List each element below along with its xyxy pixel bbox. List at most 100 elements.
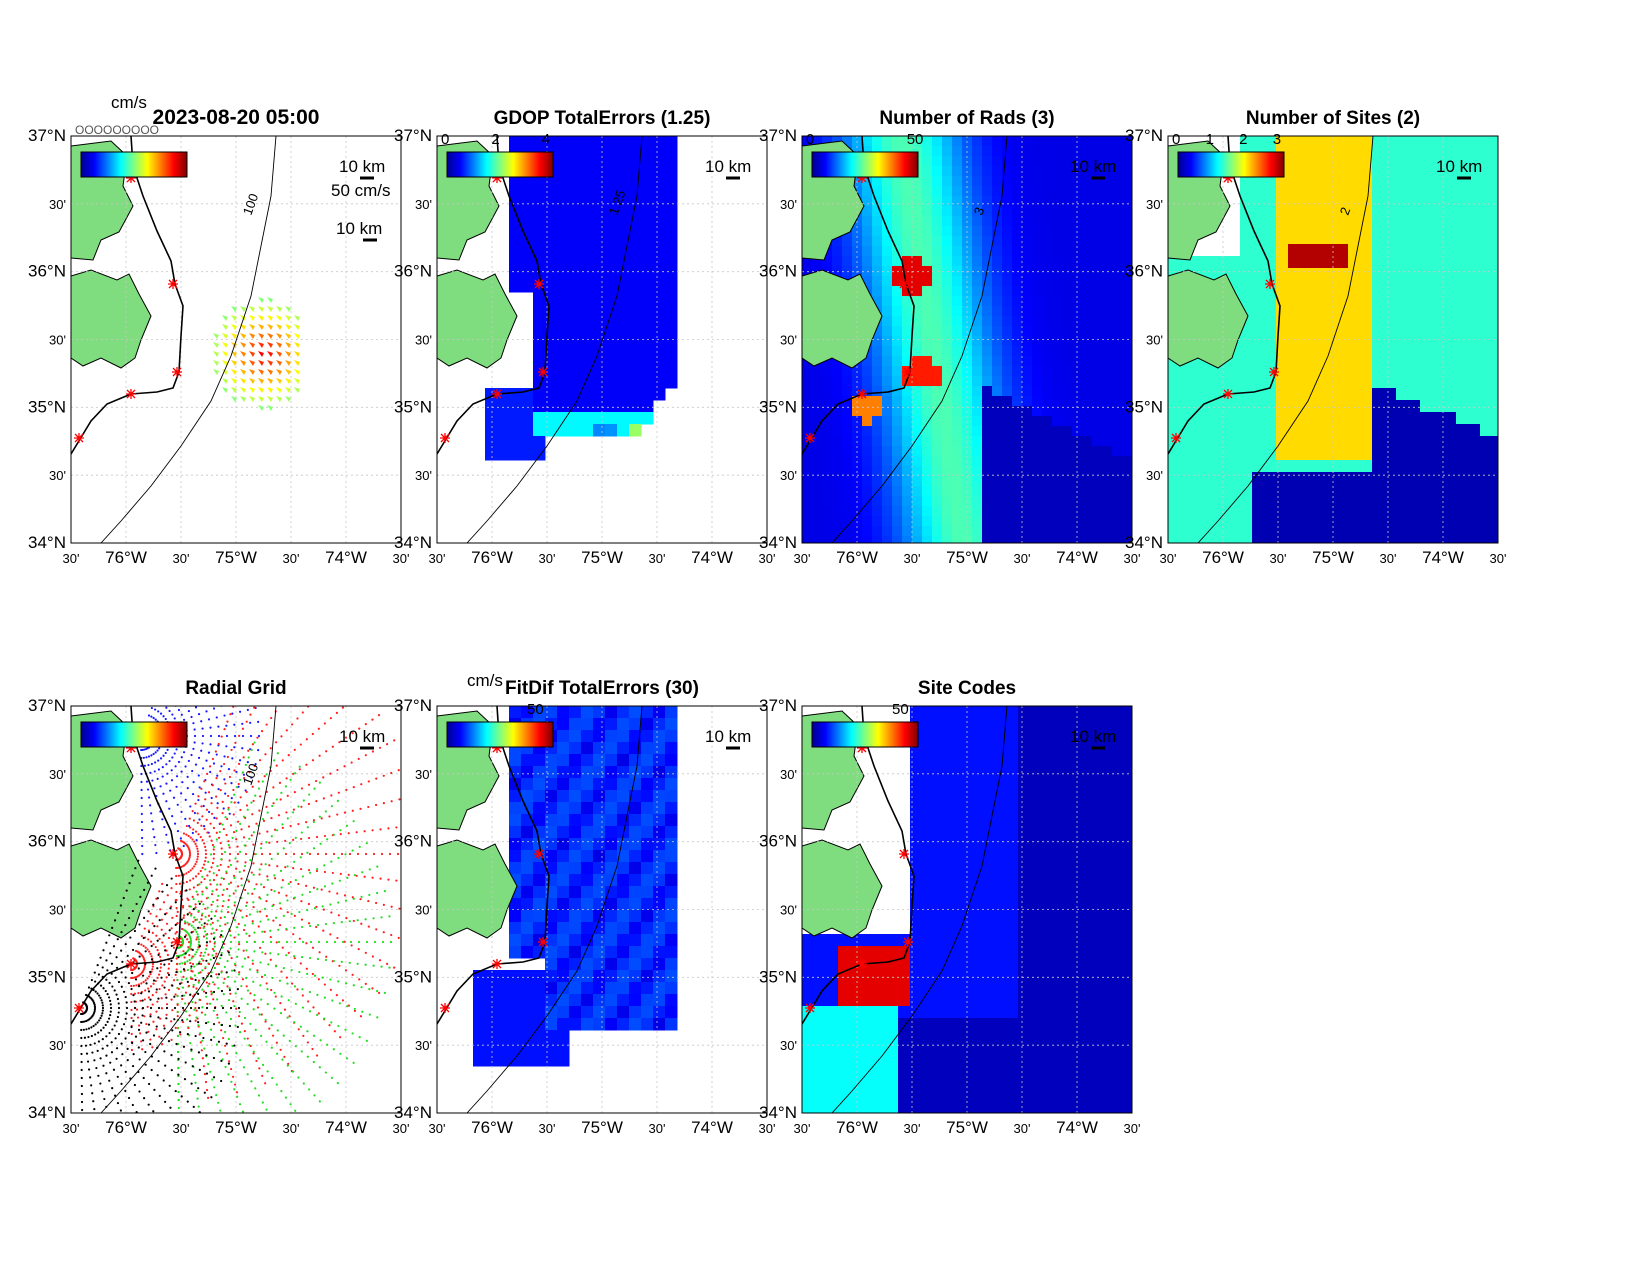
rads-cell (1012, 276, 1023, 287)
sites-cell (1300, 184, 1313, 197)
rads-cell (922, 496, 933, 507)
radial-point (209, 727, 211, 729)
sites-cell (1372, 244, 1385, 257)
radial-point (261, 730, 263, 732)
rads-cell (1052, 206, 1063, 217)
radial-point (145, 947, 147, 949)
sites-cell (1240, 184, 1253, 197)
rads-cell (1052, 436, 1063, 447)
sites-cell (1324, 316, 1337, 329)
sites-cell (1336, 376, 1349, 389)
sites-cell (1276, 208, 1289, 221)
longitude-tick-label: 75°W (215, 548, 257, 567)
sites-cell (1312, 268, 1325, 281)
radial-point (376, 866, 378, 868)
rads-cell (1062, 146, 1073, 157)
rads-cell (912, 506, 923, 517)
sites-cell (1252, 400, 1265, 413)
radial-point (150, 754, 152, 756)
rads-cell (922, 226, 933, 237)
radial-point (306, 968, 308, 970)
radial-point (379, 878, 381, 880)
sites-cell (1180, 448, 1193, 461)
radial-point (146, 781, 148, 783)
sites-cell (1288, 160, 1301, 173)
radial-point (160, 757, 162, 759)
gdop-cell (509, 136, 522, 149)
radial-point (243, 836, 245, 838)
rads-cell (1102, 196, 1113, 207)
radial-point (276, 1083, 278, 1085)
sites-cell (1456, 400, 1469, 413)
sites-cell (1456, 508, 1469, 521)
radial-point (365, 723, 367, 725)
rads-cell (872, 456, 883, 467)
sites-cell (1384, 184, 1397, 197)
radial-point (294, 791, 296, 793)
rads-cell (862, 426, 873, 437)
radial-point (339, 880, 341, 882)
rads-cell (1082, 506, 1093, 517)
rads-cell (1022, 416, 1033, 427)
rads-cell (1082, 216, 1093, 227)
radial-point (251, 813, 253, 815)
longitude-tick-label: 75°W (1312, 548, 1354, 567)
radial-point (316, 1054, 318, 1056)
rads-cell (802, 516, 813, 527)
radial-point (284, 840, 286, 842)
rads-cell (932, 196, 943, 207)
colorbar-tick-label: 50 (907, 131, 924, 148)
sites-cell (1360, 472, 1373, 485)
rads-cell (1122, 286, 1133, 297)
radial-point (188, 760, 190, 762)
radial-point (302, 671, 304, 673)
radial-point (235, 1052, 237, 1054)
radial-point (193, 965, 195, 967)
rads-cell (1102, 236, 1113, 247)
sites-cell (1396, 304, 1409, 317)
radial-point (171, 917, 173, 919)
rads-cell (942, 526, 953, 537)
radial-point (178, 875, 180, 877)
rads-cell (972, 326, 983, 337)
rads-cell (992, 496, 1003, 507)
radial-point (279, 902, 281, 904)
rads-cell (862, 446, 873, 457)
radial-point (163, 826, 165, 828)
sites-cell (1348, 496, 1361, 509)
radial-point (344, 812, 346, 814)
gdop-cell (629, 400, 642, 413)
radial-point (197, 833, 199, 835)
radial-point (244, 958, 246, 960)
radial-point (233, 746, 235, 748)
rads-cell (912, 486, 923, 497)
radial-point (155, 719, 157, 721)
radial-point (193, 819, 195, 821)
sites-cell (1312, 196, 1325, 209)
radial-point (237, 948, 239, 950)
radial-point (190, 837, 192, 839)
radial-point (179, 963, 181, 965)
sites-cell (1456, 316, 1469, 329)
radial-point (177, 666, 179, 668)
radial-point (316, 994, 318, 996)
radial-point (140, 749, 142, 751)
radial-point (242, 735, 244, 737)
rads-cell (922, 536, 933, 547)
radial-point (203, 805, 205, 807)
radial-point (140, 943, 142, 945)
sites-cell (1456, 232, 1469, 245)
radial-point (274, 877, 276, 879)
sites-cell (1468, 472, 1481, 485)
rads-cell (1122, 376, 1133, 387)
radial-point (102, 1007, 104, 1009)
radial-point (319, 1066, 321, 1068)
radial-point (158, 938, 160, 940)
rads-cell (1062, 136, 1073, 147)
radial-point (166, 923, 168, 925)
radial-point (247, 809, 249, 811)
radial-point (227, 1140, 229, 1142)
site-marker (899, 279, 909, 289)
radial-point (237, 885, 239, 887)
rads-cell (1112, 486, 1123, 497)
